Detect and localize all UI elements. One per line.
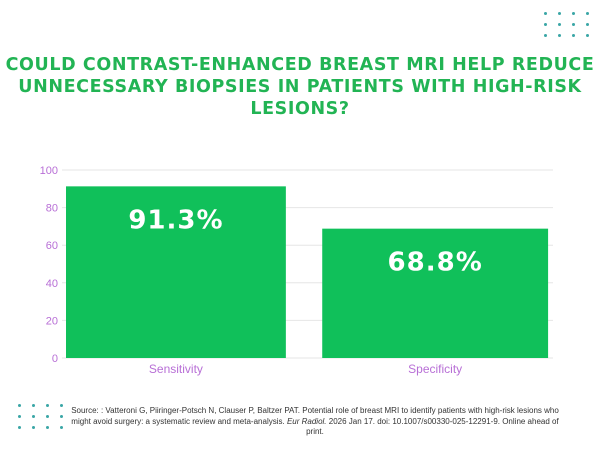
dot: [32, 404, 35, 407]
source-journal: Eur Radiol.: [286, 416, 327, 426]
dot: [46, 426, 49, 429]
chart-title: COULD CONTRAST-ENHANCED BREAST MRI HELP …: [5, 55, 595, 119]
bars: [66, 186, 549, 358]
dot: [18, 404, 21, 407]
x-tick-label: Specificity: [408, 362, 462, 376]
data-label: 91.3%: [128, 205, 223, 235]
decorative-dot-grid-top: [544, 12, 590, 37]
dot: [558, 23, 561, 26]
y-axis: 0 20 40 60 80 100: [40, 165, 58, 365]
value-labels: 91.3% 68.8%: [128, 205, 483, 278]
dot: [586, 34, 589, 37]
dot: [572, 23, 575, 26]
dot: [18, 426, 21, 429]
source-text: Source: : Vatteroni G, Piiringer-Potsch …: [71, 406, 559, 426]
dot: [558, 34, 561, 37]
dot: [572, 12, 575, 15]
dot: [60, 426, 63, 429]
dot: [60, 415, 63, 418]
decorative-dot-grid-bottom: [18, 404, 64, 429]
y-tick-label: 40: [46, 278, 58, 290]
y-tick-label: 60: [46, 240, 58, 252]
data-label: 68.8%: [388, 248, 483, 278]
dot: [32, 415, 35, 418]
dot: [60, 404, 63, 407]
bar-sensitivity: [66, 186, 286, 358]
dot: [46, 404, 49, 407]
x-tick-label: Sensitivity: [149, 362, 203, 376]
dot: [46, 415, 49, 418]
dot: [544, 12, 547, 15]
y-tick-label: 0: [52, 353, 58, 365]
dot: [586, 23, 589, 26]
source-citation: Source: : Vatteroni G, Piiringer-Potsch …: [62, 406, 568, 438]
y-tick-label: 100: [40, 165, 58, 177]
x-axis: Sensitivity Specificity: [149, 362, 462, 376]
y-tick-label: 20: [46, 315, 58, 327]
y-tick-label: 80: [46, 203, 58, 215]
dot: [544, 23, 547, 26]
dot: [586, 12, 589, 15]
source-text-end: 2026 Jan 17. doi: 10.1007/s00330-025-122…: [306, 416, 559, 437]
bar-specificity: [322, 228, 549, 358]
dot: [32, 426, 35, 429]
dot: [558, 12, 561, 15]
dot: [572, 34, 575, 37]
dot: [544, 34, 547, 37]
dot: [18, 415, 21, 418]
